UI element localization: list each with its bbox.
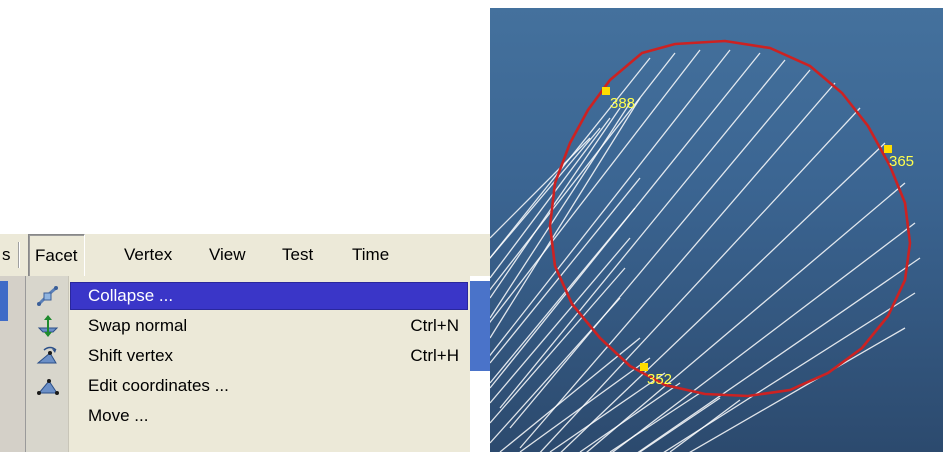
mesh-edges [490,49,921,452]
menu-previous-item-tail[interactable]: s [2,245,11,264]
menu-item-collapse[interactable]: Collapse ... [26,281,471,311]
application-window: s Facet Vertex View Test Time Collapse .… [0,234,490,452]
collapse-icon [36,285,60,307]
underlying-window-titlebar-right [470,281,490,371]
menu-facet[interactable]: Facet [28,234,85,276]
menu-separator [18,242,20,268]
underlying-window-titlebar [0,281,8,321]
vertex-marker [884,145,892,153]
menu-item-shortcut: Ctrl+H [410,346,459,365]
swap-normal-icon [36,315,60,337]
shift-vertex-icon [36,345,60,367]
menu-test[interactable]: Test [282,245,314,264]
vertex-marker [640,363,648,371]
menu-item-move[interactable]: Move ... [26,401,471,431]
boundary-circle [548,39,912,398]
menu-highlight [70,282,468,310]
menu-item-label: Shift vertex [88,346,174,365]
menu-item-label: Edit coordinates ... [88,376,229,395]
menu-item-edit-coordinates[interactable]: Edit coordinates ... [26,371,471,401]
menu-item-shortcut: Ctrl+N [410,316,459,335]
menu-vertex[interactable]: Vertex [124,245,173,264]
menu-item-label: Swap normal [88,316,188,335]
vertex-label-352: 352 [647,371,673,388]
edit-coordinates-icon [36,375,60,397]
menu-view[interactable]: View [209,245,246,264]
menu-item-label: Move ... [88,406,149,425]
menu-item-shift-vertex[interactable]: Shift vertex Ctrl+H [26,341,471,371]
menu-icon-strip [26,276,69,452]
facet-dropdown-menu: Collapse ... Swap normal Ctrl+N [25,276,470,452]
menu-item-label: Collapse ... [88,286,174,305]
mesh-viewport[interactable]: 388 365 352 [490,8,943,452]
vertex-label-388: 388 [610,95,636,112]
vertex-label-365: 365 [889,153,915,170]
mesh-canvas[interactable] [490,8,943,452]
menu-time[interactable]: Time [352,245,390,264]
menu-item-swap-normal[interactable]: Swap normal Ctrl+N [26,311,471,341]
vertex-marker [602,87,610,95]
menu-bar: s Facet Vertex View Test Time [0,234,490,276]
